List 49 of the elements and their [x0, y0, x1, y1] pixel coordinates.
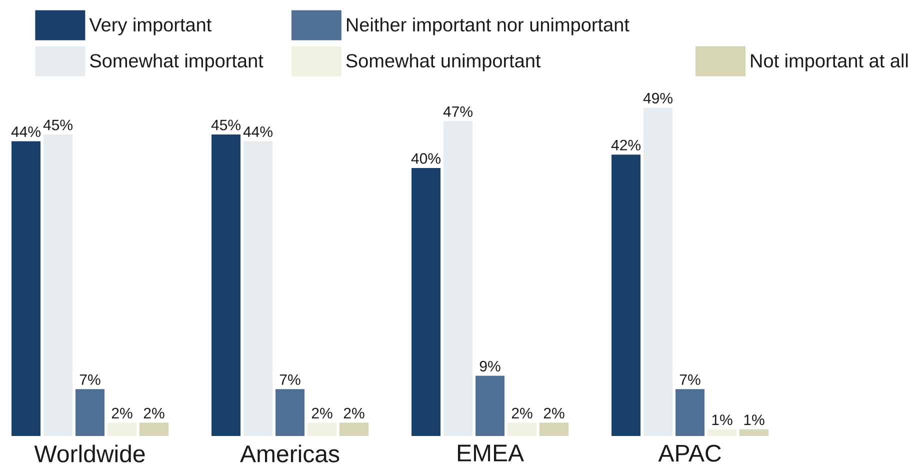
data-label: 49%	[643, 92, 672, 104]
data-label: 7%	[280, 374, 300, 385]
bar	[108, 422, 137, 436]
legend-label: Somewhat important	[90, 54, 264, 72]
bar	[644, 108, 673, 436]
x-tick-label: Americas	[240, 444, 340, 462]
data-label: 7%	[680, 374, 700, 385]
bar	[140, 422, 169, 436]
legend-label: Neither important nor unimportant	[346, 18, 630, 36]
bar	[212, 134, 241, 436]
data-label: 2%	[544, 408, 564, 418]
data-label: 1%	[712, 414, 732, 426]
bar	[44, 134, 72, 436]
data-label: 2%	[144, 408, 164, 418]
data-label: 47%	[443, 106, 472, 117]
legend-label: Not important at all	[751, 54, 908, 72]
data-label: 44%	[11, 126, 40, 137]
bar	[612, 154, 641, 436]
legend-label: Very important	[89, 18, 212, 36]
data-label: 2%	[512, 408, 532, 418]
data-label: 44%	[243, 126, 272, 137]
data-label: 42%	[611, 140, 640, 150]
bar	[276, 389, 305, 436]
data-label: 40%	[411, 153, 440, 164]
data-label: 45%	[43, 120, 72, 130]
data-label: 45%	[211, 120, 240, 130]
bar	[308, 422, 337, 436]
data-label: 7%	[80, 374, 100, 385]
data-label: 1%	[744, 414, 764, 426]
bar	[476, 376, 505, 436]
bar	[412, 168, 441, 436]
bar	[708, 429, 737, 436]
bar	[244, 141, 273, 436]
data-label: 2%	[312, 408, 332, 418]
bar	[540, 422, 569, 436]
data-label: 2%	[344, 408, 364, 418]
legend-label: Somewhat unimportant	[346, 54, 541, 72]
x-tick-label: APAC	[658, 444, 721, 462]
data-label: 9%	[480, 360, 500, 372]
bar	[444, 121, 473, 436]
bar	[740, 429, 769, 436]
x-tick-label: Worldwide	[34, 444, 145, 462]
bar	[508, 422, 537, 436]
bar	[12, 141, 40, 436]
bar	[76, 389, 104, 436]
bar	[676, 389, 705, 436]
bar	[340, 422, 369, 436]
data-label: 2%	[112, 408, 132, 418]
x-tick-label: EMEA	[458, 444, 524, 462]
